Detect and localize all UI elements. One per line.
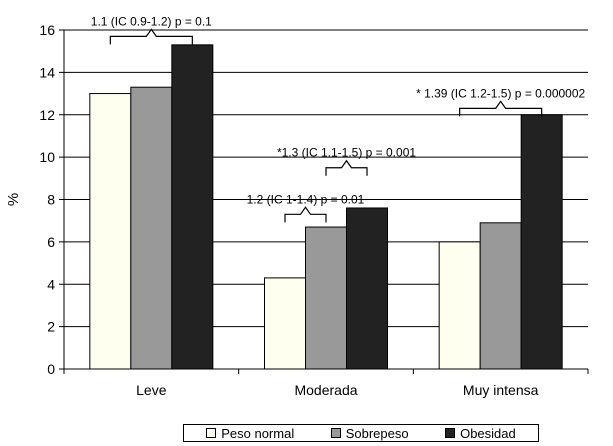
bar-leve-sobrepeso [130, 86, 173, 370]
legend-label-obesidad: Obesidad [460, 425, 516, 441]
y-tick-label: 16 [39, 22, 55, 38]
bar-moderada-obesidad [346, 207, 388, 370]
y-tick-label: 8 [47, 192, 55, 208]
bar-muy-intensa-sobrepeso [479, 222, 522, 370]
annotation-bracket-0 [109, 28, 193, 45]
y-tick-label: 10 [39, 149, 55, 165]
annotation-label-0: 1.1 (IC 0.9-1.2) p = 0.1 [91, 14, 212, 28]
annotation-label-1: *1.3 (IC 1.1-1.5) p = 0.001 [277, 146, 416, 160]
bar-moderada-sobrepeso [305, 226, 347, 370]
annotation-label-2: 1.2 (IC 1-1.4) p = 0.01 [247, 192, 365, 206]
annotation-bracket-2 [284, 206, 327, 223]
y-tick-label: 12 [39, 107, 55, 123]
legend-swatch-sobrepeso [330, 428, 341, 438]
legend-label-peso-normal: Peso normal [221, 425, 295, 441]
legend-swatch-obesidad [445, 428, 456, 438]
x-tick-label-moderada: Moderada [294, 382, 357, 398]
legend-item-peso-normal: Peso normal [206, 426, 294, 441]
bar-muy-intensa-obesidad [520, 114, 563, 370]
y-tick-label: 0 [47, 361, 55, 377]
legend-label-sobrepeso: Sobrepeso [345, 425, 409, 441]
annotation-label-3: * 1.39 (IC 1.2-1.5) p = 0.000002 [416, 86, 585, 100]
y-axis-title: % [5, 193, 22, 206]
legend-item-obesidad: Obesidad [445, 426, 516, 441]
annotation-bracket-3 [459, 100, 543, 117]
legend: Peso normal Sobrepeso Obesidad [183, 424, 539, 442]
legend-swatch-peso-normal [206, 428, 217, 438]
annotation-bracket-1 [325, 159, 368, 176]
bar-moderada-peso-normal [264, 277, 306, 370]
legend-item-sobrepeso: Sobrepeso [330, 425, 409, 441]
bar-leve-peso-normal [89, 93, 132, 370]
y-tick-label: 4 [47, 276, 55, 292]
x-tick-label-leve: Leve [136, 382, 167, 398]
bar-leve-obesidad [171, 44, 214, 370]
y-tick-label: 6 [47, 234, 55, 250]
y-tick-label: 14 [39, 64, 55, 80]
y-tick-label: 2 [47, 319, 55, 335]
x-tick-label-muy-intensa: Muy intensa [463, 382, 539, 398]
bar-muy-intensa-peso-normal [438, 241, 481, 370]
